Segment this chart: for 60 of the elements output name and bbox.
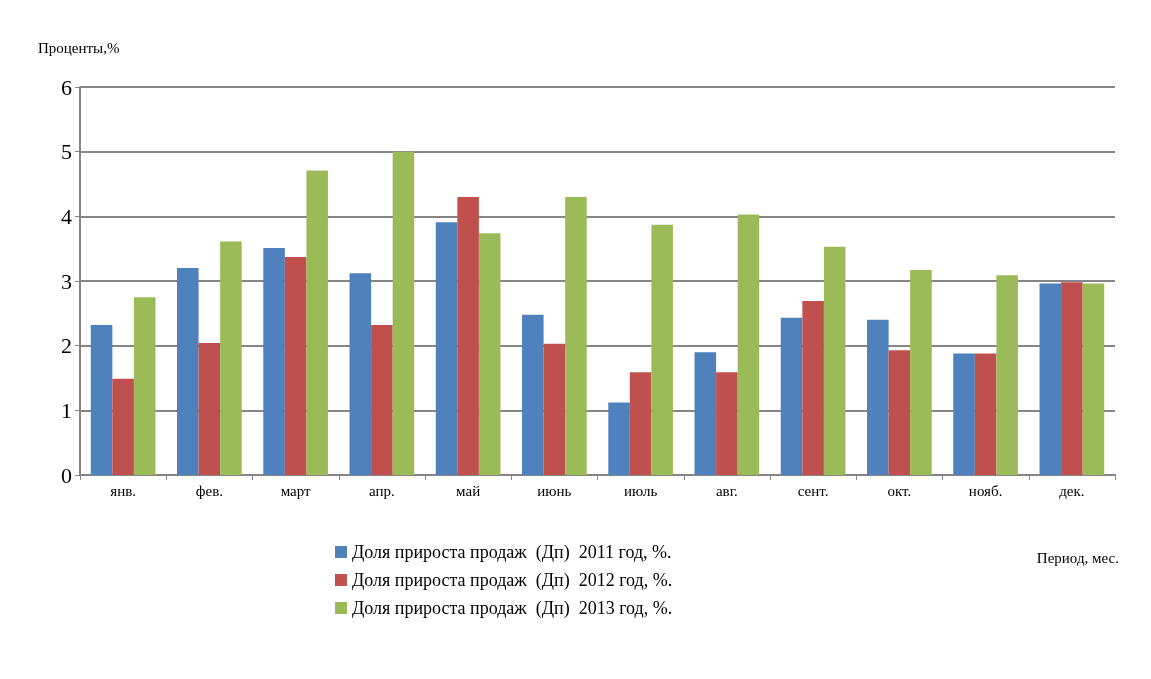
- y-tick-label: 6: [61, 74, 72, 100]
- bar: [953, 353, 975, 475]
- y-tick-label: 2: [61, 333, 72, 359]
- bar: [263, 248, 285, 475]
- bar: [284, 257, 307, 475]
- x-tick-label: май: [456, 482, 481, 499]
- bar: [737, 214, 760, 475]
- bar: [198, 343, 221, 475]
- y-axis-title: Проценты,%: [38, 39, 120, 56]
- bar: [867, 319, 889, 475]
- bar: [823, 246, 846, 475]
- bar: [888, 350, 911, 475]
- x-tick-label: нояб.: [968, 482, 1003, 499]
- bar: [371, 324, 393, 475]
- bar: [90, 324, 113, 475]
- bar: [780, 317, 803, 475]
- x-tick-label: июль: [624, 482, 658, 499]
- legend-label: Доля прироста продаж (Дп) 2012 год, %.: [352, 570, 673, 591]
- bar: [565, 196, 587, 475]
- bar: [177, 268, 199, 475]
- x-tick-label: июнь: [537, 482, 572, 499]
- y-tick-label: 4: [61, 203, 72, 229]
- legend-label: Доля прироста продаж (Дп) 2011 год, %.: [352, 542, 672, 563]
- y-tick-label: 5: [61, 139, 72, 165]
- x-axis-title: Период, мес.: [1036, 549, 1120, 566]
- bar: [1039, 283, 1062, 475]
- bar: [1061, 282, 1083, 475]
- x-tick-label: авг.: [715, 482, 738, 499]
- x-tick-label: апр.: [369, 482, 395, 499]
- bar: [629, 372, 652, 475]
- bar: [543, 343, 566, 475]
- bar: [651, 224, 673, 475]
- bar: [478, 233, 501, 475]
- bar: [220, 241, 242, 475]
- bar: [349, 273, 372, 475]
- x-tick-label: дек.: [1059, 482, 1085, 499]
- bar: [608, 402, 630, 475]
- bar: [694, 352, 717, 475]
- bar: [910, 270, 932, 475]
- x-tick-label: янв.: [110, 482, 137, 499]
- bar: [112, 378, 134, 475]
- bar: [802, 301, 824, 475]
- bar: [306, 170, 328, 475]
- bar: [974, 353, 997, 475]
- bar: [716, 372, 738, 475]
- legend-label: Доля прироста продаж (Дп) 2013 год, %.: [352, 598, 673, 619]
- bar: [522, 314, 544, 475]
- x-tick-label: окт.: [887, 482, 912, 499]
- x-tick-label: март: [280, 482, 312, 499]
- x-tick-label: фев.: [195, 482, 223, 499]
- y-tick-label: 3: [61, 268, 72, 294]
- y-tick-label: 1: [61, 397, 72, 423]
- bar: [457, 196, 479, 475]
- bar: [996, 275, 1018, 475]
- bar: [1082, 283, 1105, 475]
- bar: [435, 222, 458, 475]
- bar: [133, 297, 156, 475]
- y-tick-label: 0: [61, 462, 72, 488]
- bar: [392, 151, 415, 475]
- x-tick-label: сент.: [797, 482, 829, 499]
